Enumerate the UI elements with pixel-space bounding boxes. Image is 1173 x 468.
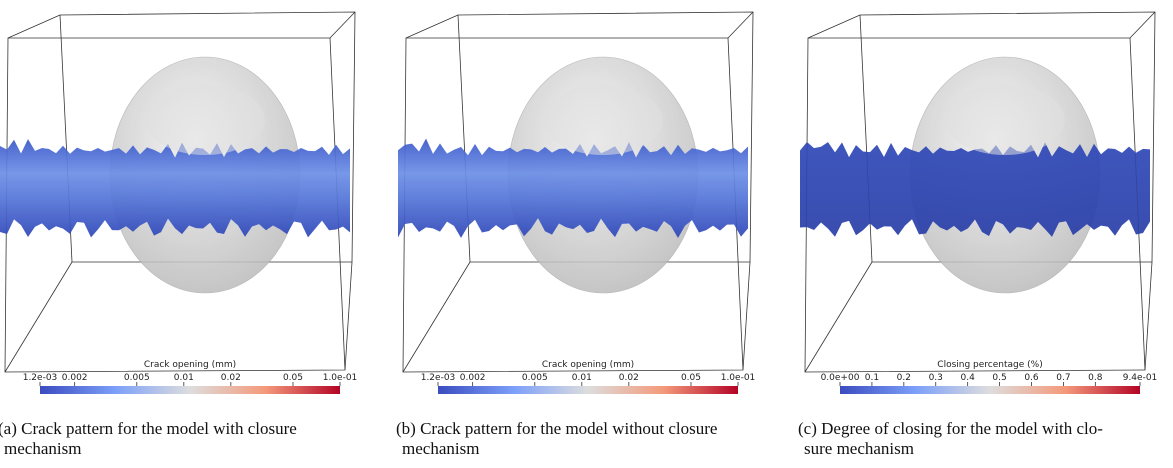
colorbar — [840, 386, 1140, 394]
box-edge — [329, 11, 356, 39]
colorbar-title: Closing percentage (%) — [937, 360, 1042, 370]
colorbar-tick-label: 0.7 — [1056, 373, 1070, 383]
colorbar-tick-label: 0.05 — [681, 373, 701, 383]
caption: mechanism — [402, 439, 479, 458]
colorbar-tick-label: 0.1 — [865, 373, 879, 383]
inclusion-top — [145, 85, 265, 155]
caption: sure mechanism — [804, 439, 914, 458]
box-edge — [1144, 261, 1153, 371]
box-edge — [405, 14, 459, 39]
colorbar-tick-label: 0.002 — [62, 373, 88, 383]
inclusion-top — [945, 85, 1065, 155]
box-edge — [344, 261, 353, 371]
colorbar-title: Crack opening (mm) — [542, 360, 634, 370]
caption: (b) Crack pattern for the model without … — [396, 419, 717, 438]
colorbar-tick-label: 0.002 — [460, 373, 486, 383]
colorbar — [40, 386, 340, 394]
box-edge — [804, 261, 873, 373]
colorbar-tick-label: 0.2 — [897, 373, 911, 383]
crack-band — [800, 141, 1150, 237]
colorbar-end-label: 1.0e-01 — [323, 373, 358, 383]
box-edge — [727, 11, 754, 39]
crack-band — [398, 138, 748, 238]
colorbar-title: Crack opening (mm) — [144, 360, 236, 370]
colorbar-tick-label: 0.005 — [522, 373, 548, 383]
caption: mechanism — [4, 439, 81, 458]
colorbar-tick-label: 0.02 — [221, 373, 241, 383]
box-edge — [807, 14, 861, 39]
colorbar-end-label: 1.2e-03 — [421, 373, 456, 383]
colorbar-tick-label: 0.4 — [960, 373, 975, 383]
box-edge — [4, 261, 73, 373]
crack-band — [0, 139, 350, 238]
colorbar-tick-label: 0.6 — [1024, 373, 1039, 383]
colorbar-tick-label: 0.3 — [929, 373, 943, 383]
box-edge — [1129, 11, 1156, 39]
caption: (c) Degree of closing for the model with… — [798, 419, 1103, 438]
colorbar-tick-label: 0.05 — [283, 373, 303, 383]
colorbar-tick-label: 0.02 — [619, 373, 639, 383]
box-edge — [7, 14, 61, 39]
colorbar-end-label: 9.4e-01 — [1123, 373, 1158, 383]
colorbar-tick-label: 0.5 — [992, 373, 1006, 383]
colorbar-end-label: 0.0e+00 — [821, 373, 860, 383]
panel: Crack opening (mm) 1.2e-03 1.0e-01 0.002 0.0… — [396, 11, 756, 458]
colorbar-tick-label: 0.8 — [1088, 373, 1103, 383]
panel: Closing percentage (%) 0.0e+00 9.4e-01 0.1 0… — [798, 11, 1158, 458]
colorbar-tick-label: 0.01 — [174, 373, 194, 383]
box-edge — [402, 261, 471, 373]
inclusion-top — [543, 85, 663, 155]
panel: Crack opening (mm) 1.2e-03 1.0e-01 0.002 0.0… — [0, 11, 358, 458]
colorbar — [438, 386, 738, 394]
box-edge — [742, 261, 751, 371]
colorbar-end-label: 1.2e-03 — [23, 373, 58, 383]
colorbar-tick-label: 0.005 — [124, 373, 150, 383]
caption: (a) Crack pattern for the model with clo… — [0, 419, 297, 438]
colorbar-tick-label: 0.01 — [572, 373, 592, 383]
colorbar-end-label: 1.0e-01 — [721, 373, 756, 383]
